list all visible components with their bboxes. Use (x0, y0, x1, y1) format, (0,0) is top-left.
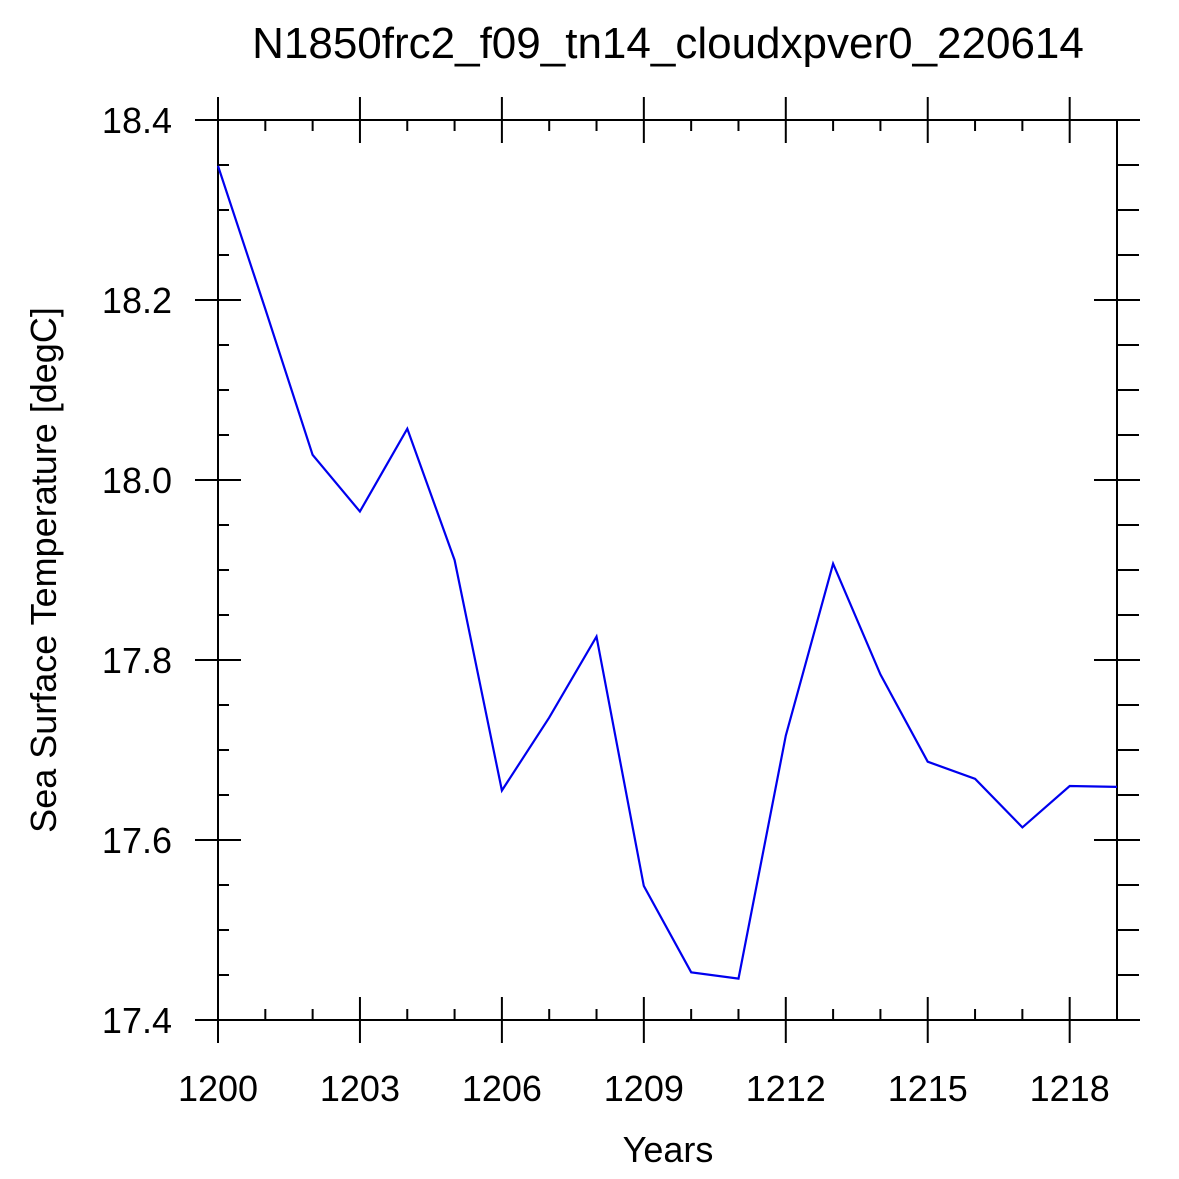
y-tick-label: 17.4 (102, 1000, 172, 1041)
y-tick-label: 18.0 (102, 460, 172, 501)
y-axis-label: Sea Surface Temperature [degC] (23, 307, 64, 833)
data-point (690, 971, 692, 973)
data-point (501, 790, 503, 792)
y-tick-label: 17.8 (102, 640, 172, 681)
data-point (737, 978, 739, 980)
data-point (548, 717, 550, 719)
data-point (832, 563, 834, 565)
data-series (216, 165, 1118, 980)
axis-ticks (195, 97, 1140, 1043)
axis-tick-labels: 1200 1203 1206 1209 1212 1215 1218 17.4 17.6 17.8… (102, 100, 1110, 1109)
x-tick-label: 1212 (746, 1068, 826, 1109)
data-point (596, 636, 598, 638)
x-tick-label: 1200 (178, 1068, 258, 1109)
x-tick-label: 1206 (462, 1068, 542, 1109)
data-point (1069, 785, 1071, 787)
data-point (359, 511, 361, 513)
data-point (1021, 826, 1023, 828)
data-point (1116, 786, 1118, 788)
data-point (217, 165, 219, 167)
x-tick-label: 1209 (604, 1068, 684, 1109)
data-point (454, 559, 456, 561)
y-tick-label: 18.2 (102, 280, 172, 321)
plot-frame (217, 119, 1118, 1021)
data-point (643, 885, 645, 887)
data-point (312, 454, 314, 456)
y-tick-label: 18.4 (102, 100, 172, 141)
x-axis-label: Years (623, 1129, 714, 1170)
x-tick-label: 1203 (320, 1068, 400, 1109)
y-tick-label: 17.6 (102, 820, 172, 861)
data-point (264, 308, 266, 310)
data-point (406, 428, 408, 430)
plot-area: 1200 1203 1206 1209 1212 1215 1218 17.4 17.6 17.8… (102, 97, 1140, 1109)
x-tick-label: 1215 (888, 1068, 968, 1109)
data-point (927, 761, 929, 763)
data-point (974, 778, 976, 780)
x-tick-label: 1218 (1030, 1068, 1110, 1109)
data-point (785, 735, 787, 737)
data-point (879, 673, 881, 675)
chart-title: N1850frc2_f09_tn14_cloudxpver0_220614 (252, 19, 1084, 68)
series-line (216, 165, 1118, 980)
